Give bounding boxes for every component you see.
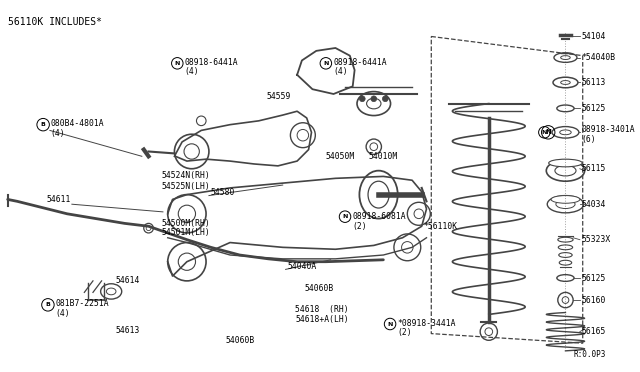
Circle shape [360,96,365,102]
Text: 56115: 56115 [582,164,606,173]
Text: 080B4-4801A: 080B4-4801A [51,119,104,128]
Text: 081B7-2251A: 081B7-2251A [56,299,109,308]
Text: (6): (6) [582,135,596,144]
Text: R:0.0P3: R:0.0P3 [573,350,605,359]
Text: 08918-3401A: 08918-3401A [582,125,636,134]
Text: N: N [387,321,393,327]
Text: (2): (2) [397,328,412,337]
Text: N: N [545,129,551,135]
Text: B: B [45,302,51,307]
Text: 56160: 56160 [582,295,606,305]
Text: 54559: 54559 [266,92,291,101]
Text: N: N [342,214,348,219]
Text: 54501M(LH): 54501M(LH) [161,228,210,237]
Ellipse shape [552,126,579,138]
Text: *56110K: *56110K [424,222,458,231]
Text: 54580: 54580 [211,188,236,197]
Ellipse shape [561,81,570,84]
Text: *08918-3441A: *08918-3441A [397,318,456,328]
Text: 54618  (RH): 54618 (RH) [295,305,349,314]
Circle shape [371,96,377,102]
Text: 08918-6441A: 08918-6441A [184,58,237,67]
Text: 54060B: 54060B [225,336,255,345]
Circle shape [407,202,430,225]
Circle shape [394,234,420,261]
Text: 56110K INCLUDES*: 56110K INCLUDES* [8,17,102,27]
Text: N: N [323,61,328,66]
Text: 56125: 56125 [582,104,606,113]
Text: 56165: 56165 [582,327,606,336]
Text: 54618+A(LH): 54618+A(LH) [295,315,349,324]
Ellipse shape [557,275,574,281]
Text: 54614: 54614 [115,276,140,285]
Text: (4): (4) [56,309,70,318]
Text: *54040B: *54040B [582,53,616,62]
Ellipse shape [557,105,574,112]
Text: 54500M(RH): 54500M(RH) [161,219,210,228]
Circle shape [196,116,206,126]
Ellipse shape [551,196,580,203]
Circle shape [480,323,497,340]
Text: 54034: 54034 [582,200,606,209]
Ellipse shape [553,77,578,88]
Text: 54611: 54611 [46,195,70,204]
Text: 55323X: 55323X [582,235,611,244]
Text: 54104: 54104 [582,32,606,41]
Text: N: N [175,61,180,66]
Text: 08918-6441A: 08918-6441A [333,58,387,67]
Ellipse shape [547,196,584,213]
Text: 54040A: 54040A [287,262,317,271]
Text: (4): (4) [333,67,348,77]
Ellipse shape [547,160,584,181]
Text: 54050M: 54050M [326,152,355,161]
Text: N: N [541,130,547,135]
Text: 56113: 56113 [582,78,606,87]
Text: 54524N(RH): 54524N(RH) [161,171,210,180]
Text: 54525N(LH): 54525N(LH) [161,182,210,190]
Text: 08918-6081A: 08918-6081A [353,212,406,221]
Ellipse shape [548,159,582,167]
Text: B: B [41,122,45,127]
Ellipse shape [560,130,572,135]
Ellipse shape [360,171,397,219]
Text: (2): (2) [353,222,367,231]
Ellipse shape [561,56,570,60]
Ellipse shape [554,53,577,62]
Ellipse shape [357,92,390,116]
Text: 54613: 54613 [115,326,140,335]
Text: (4): (4) [184,67,198,77]
Text: 56125: 56125 [582,273,606,282]
Circle shape [558,292,573,308]
Text: 54060B: 54060B [305,284,334,293]
Text: 54010M: 54010M [369,152,398,161]
Circle shape [144,223,154,233]
Circle shape [366,139,381,154]
Text: (4): (4) [51,129,65,138]
Circle shape [383,96,388,102]
